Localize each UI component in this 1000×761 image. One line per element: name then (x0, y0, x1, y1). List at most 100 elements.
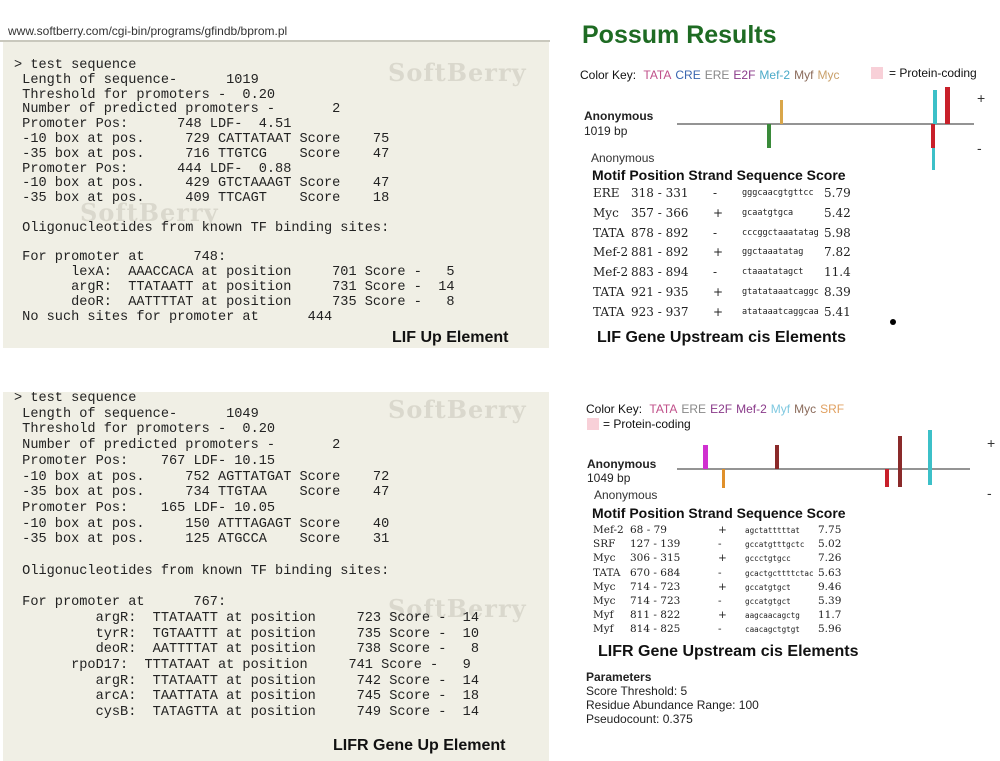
table-cell-score: 5.79 (824, 186, 851, 200)
table-cell-strand: - (713, 186, 718, 200)
plus-strand-symbol: + (977, 90, 986, 106)
motif-bar-myc-2 (898, 436, 902, 469)
protein-coding-label: = Protein-coding (889, 66, 977, 80)
table-cell-position: 127 - 139 (630, 538, 681, 551)
color-key-item: Myc (794, 402, 817, 416)
output-line: No such sites for promoter at 444 (14, 309, 333, 325)
dot-mark (890, 319, 896, 325)
color-key-item: ERE (704, 68, 730, 82)
table-cell-strand: - (713, 265, 718, 280)
output-line: Promoter Pos: 444 LDF- 0.88 (14, 161, 292, 177)
table-cell-position: 881 - 892 (631, 245, 689, 260)
table-cell-sequence: gcaatgtgca (742, 207, 794, 218)
output-line: Threshold for promoters - 0.20 (14, 87, 276, 103)
table-cell-sequence: aagcaacagctg (745, 611, 800, 621)
watermark-bottom: SoftBerry (388, 395, 527, 424)
bprom-top-panel (3, 0, 549, 348)
sequence-name: Anonymous (584, 109, 654, 123)
table-cell-score: 5.41 (824, 304, 851, 319)
table-cell-score: 7.75 (818, 524, 842, 536)
minus-strand-symbol: - (977, 140, 982, 156)
table-cell-strand: - (713, 225, 718, 240)
output-line: argR: TTATAATT at position 731 Score - 1… (14, 280, 455, 295)
param-score-threshold: Score Threshold: 5 (586, 684, 688, 698)
output-line: rpoD17: TTTATAAT at position 741 Score -… (14, 657, 471, 673)
table-cell-motif: ERE (593, 186, 620, 200)
table-cell-motif: TATA (593, 285, 625, 299)
table-cell-sequence: agctatttttat (745, 526, 800, 535)
table-cell-motif: Myf (593, 623, 614, 636)
table-cell-strand: + (718, 552, 727, 565)
sequence-label-3: Anonymous (594, 488, 658, 502)
table-cell-position: 714 - 723 (630, 595, 681, 607)
sequence-length-2: 1049 bp (587, 471, 631, 485)
output-line: -10 box at pos. 752 AGTTATGAT Score 72 (14, 469, 390, 485)
motif-bar-myf-minus (928, 469, 932, 485)
table-cell-strand: + (713, 304, 724, 319)
color-key-item: TATA (649, 402, 678, 416)
motif-table-header-2: Motif Position Strand Sequence Score (592, 505, 846, 521)
table-cell-motif: Myc (593, 552, 616, 565)
color-key-item: Mef-2 (736, 402, 767, 416)
table-cell-sequence: gccatgtgct (745, 582, 791, 592)
table-cell-motif: Mef-2 (593, 245, 629, 260)
motif-bar-myc (780, 100, 783, 124)
output-line: For promoter at 748: (14, 250, 227, 266)
table-cell-score: 5.42 (824, 205, 851, 220)
table-cell-score: 5.39 (818, 595, 842, 607)
possum-results-title: Possum Results (582, 21, 777, 49)
motif-bar-ere (767, 124, 771, 148)
table-cell-strand: + (718, 609, 727, 622)
sequence-length: 1019 bp (584, 124, 628, 138)
motif-bar-mef2 (703, 445, 708, 469)
table-cell-score: 7.26 (818, 552, 842, 565)
table-cell-position: 814 - 825 (630, 623, 681, 636)
output-line: -10 box at pos. 429 GTCTAAAGT Score 47 (14, 176, 390, 192)
output-line: -10 box at pos. 150 ATTTAGAGT Score 40 (14, 516, 390, 532)
motif-bar-tata-minus (931, 124, 935, 148)
table-cell-strand: - (718, 538, 722, 551)
color-key-item: Mef-2 (759, 68, 791, 82)
table-cell-score: 11.4 (824, 265, 851, 280)
table-cell-motif: Mef-2 (593, 524, 624, 536)
output-line: -35 box at pos. 409 TTCAGT Score 18 (14, 191, 390, 207)
table-cell-position: 811 - 822 (630, 609, 681, 622)
table-cell-motif: TATA (593, 225, 625, 240)
output-line: Oligonucleotides from known TF binding s… (14, 220, 390, 236)
caption-lifr-gene-up-element: LIFR Gene Up Element (333, 737, 506, 754)
output-line: -35 box at pos. 125 ATGCCA Score 31 (14, 532, 390, 548)
table-cell-sequence: ggctaaatatag (742, 247, 804, 258)
motif-map-bottom (677, 430, 970, 488)
minus-strand-symbol-2: - (987, 485, 992, 501)
output-line: Promoter Pos: 767 LDF- 10.15 (14, 453, 276, 469)
table-cell-strand: + (713, 205, 724, 220)
output-line: > test sequence (14, 391, 137, 406)
table-cell-position: 670 - 684 (630, 566, 681, 579)
table-cell-position: 878 - 892 (631, 225, 689, 240)
color-key-item: Myc (817, 68, 840, 82)
motif-bar-tata (885, 469, 889, 487)
color-key-item: E2F (733, 68, 756, 82)
caption-lif-up-element: LIF Up Element (392, 329, 509, 346)
table-cell-score: 7.82 (824, 245, 851, 260)
table-cell-motif: TATA (593, 304, 625, 319)
output-line: argR: TTATAATT at position 723 Score - 1… (14, 610, 479, 626)
table-cell-motif: Myc (593, 580, 616, 593)
table-cell-score: 5.98 (824, 225, 851, 240)
table-cell-motif: Myc (593, 595, 616, 607)
plus-strand-symbol-2: + (987, 435, 996, 451)
table-cell-strand: - (718, 623, 722, 636)
table-cell-score: 8.39 (824, 285, 851, 299)
table-cell-score: 5.96 (818, 623, 842, 636)
table-cell-score: 9.46 (818, 580, 842, 593)
param-residue-range: Residue Abundance Range: 100 (586, 698, 759, 712)
table-cell-motif: Myf (593, 609, 614, 622)
color-key-item: SRF (820, 402, 845, 416)
table-cell-position: 357 - 366 (631, 205, 689, 220)
table-cell-position: 306 - 315 (630, 552, 681, 565)
motif-map-top (677, 87, 974, 170)
sequence-name-2: Anonymous (587, 457, 657, 471)
output-line: argR: TTATAATT at position 742 Score - 1… (14, 673, 479, 689)
output-line: -10 box at pos. 729 CATTATAAT Score 75 (14, 132, 390, 147)
param-pseudocount: Pseudocount: 0.375 (586, 712, 693, 726)
